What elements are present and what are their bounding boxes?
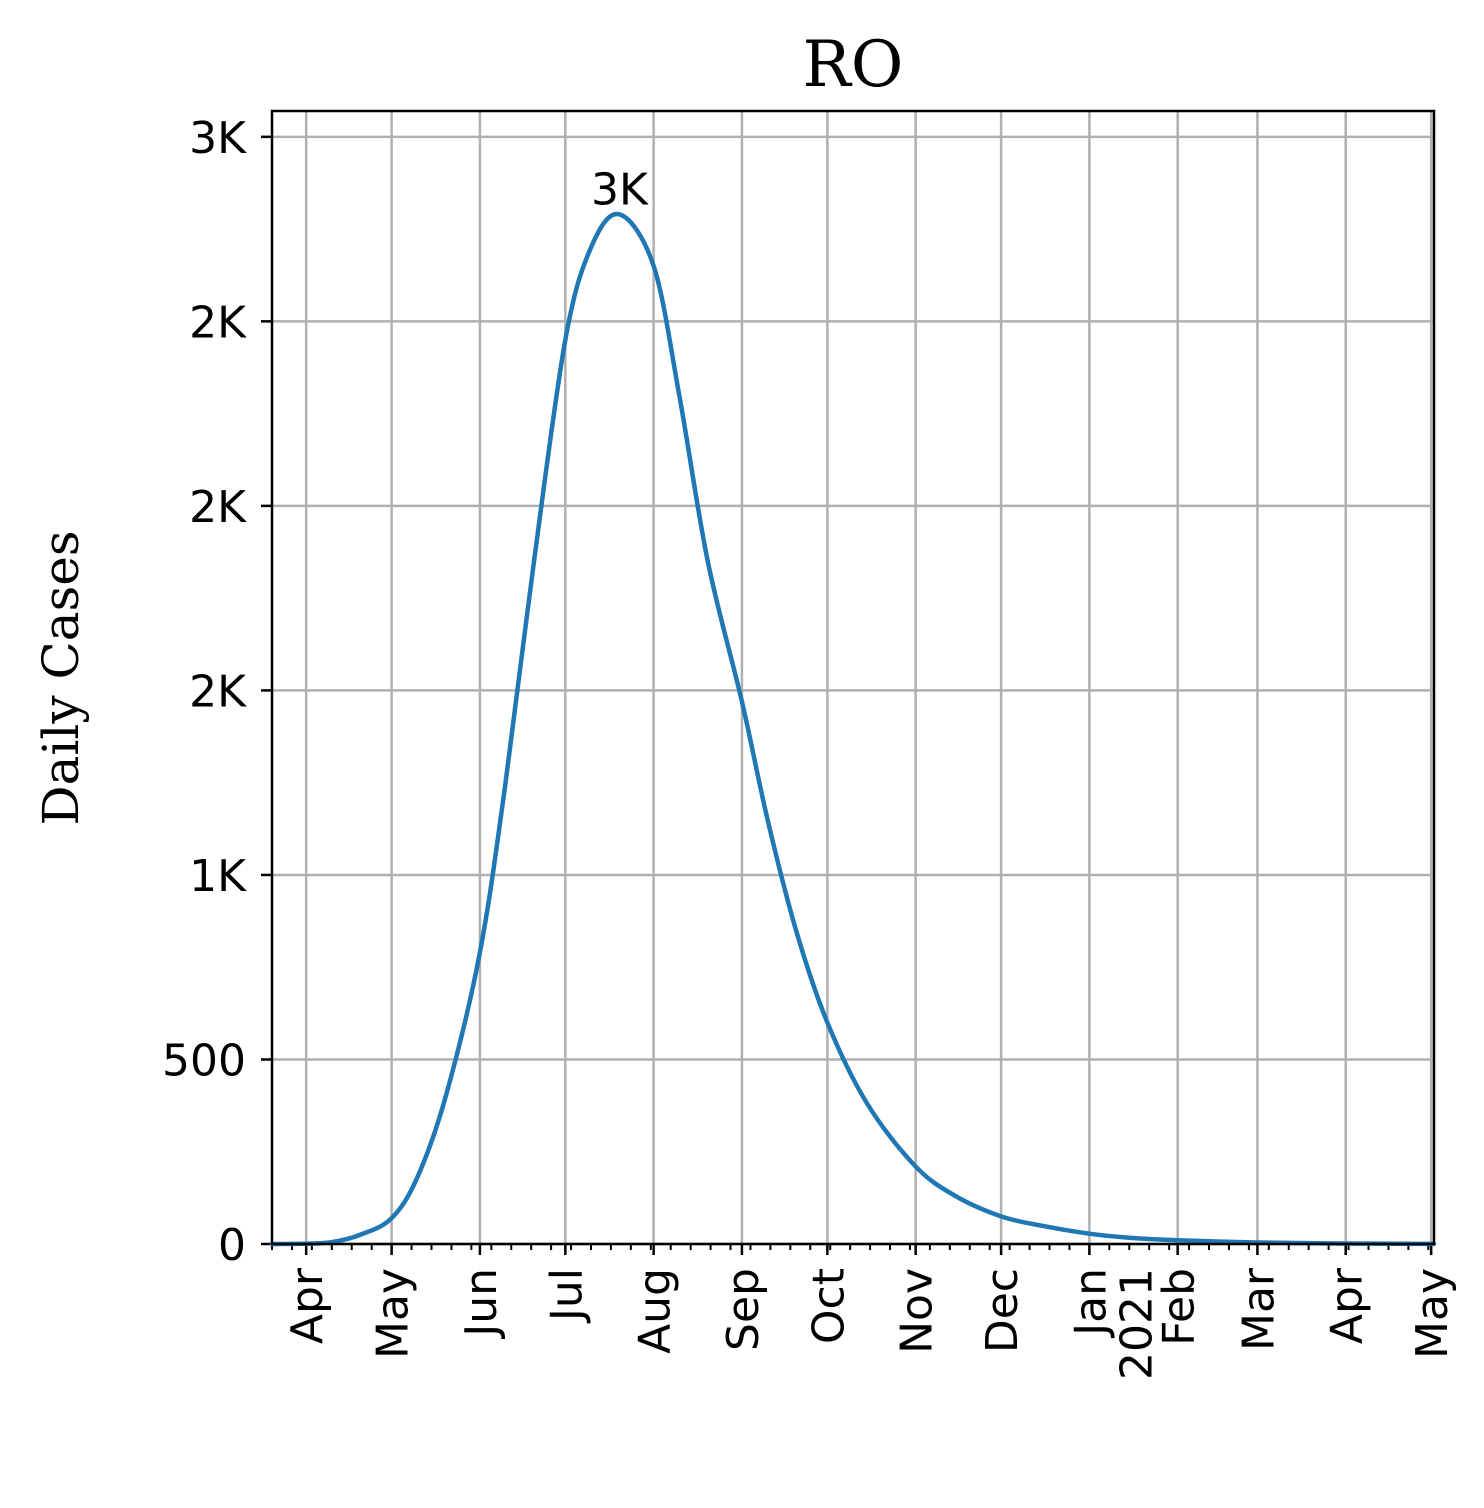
- x-tick-label: 2021: [1111, 1268, 1162, 1380]
- x-tick-label: Jul: [541, 1268, 592, 1324]
- y-tick-label: 3K: [189, 113, 247, 164]
- x-tick-label: Apr: [1322, 1267, 1373, 1344]
- chart-title: RO: [803, 28, 904, 102]
- plot-frame: [270, 109, 1436, 1246]
- y-tick-label: 1K: [189, 851, 247, 902]
- annotations: 3K: [591, 164, 649, 215]
- grid-lines: [272, 111, 1434, 1246]
- y-axis-ticks: 0 500 1K 2K 2K 2K 3K: [162, 113, 272, 1271]
- series-line: [269, 211, 1437, 1247]
- x-tick-label: Jun: [456, 1268, 507, 1340]
- x-tick-label: Jan: [1065, 1268, 1116, 1339]
- y-tick-label: 500: [162, 1035, 246, 1086]
- x-tick-label: Sep: [718, 1268, 769, 1351]
- y-tick-label: 2K: [189, 666, 247, 717]
- y-tick-label: 2K: [189, 482, 247, 533]
- x-tick-label: Aug: [630, 1268, 681, 1354]
- y-tick-label: 0: [218, 1220, 246, 1271]
- x-tick-label: Nov: [892, 1268, 943, 1354]
- x-tick-label: Dec: [977, 1268, 1028, 1353]
- y-tick-label: 2K: [189, 297, 247, 348]
- peak-annotation: 3K: [591, 164, 649, 215]
- x-tick-label: Mar: [1233, 1267, 1284, 1351]
- series-layer: [269, 211, 1437, 1247]
- x-tick-label: Feb: [1154, 1268, 1205, 1346]
- x-tick-label: May: [368, 1268, 419, 1359]
- x-tick-label: Apr: [282, 1267, 333, 1344]
- x-tick-label: May: [1407, 1268, 1458, 1359]
- x-tick-label: Oct: [803, 1268, 854, 1344]
- y-axis-label: Daily Cases: [32, 531, 90, 826]
